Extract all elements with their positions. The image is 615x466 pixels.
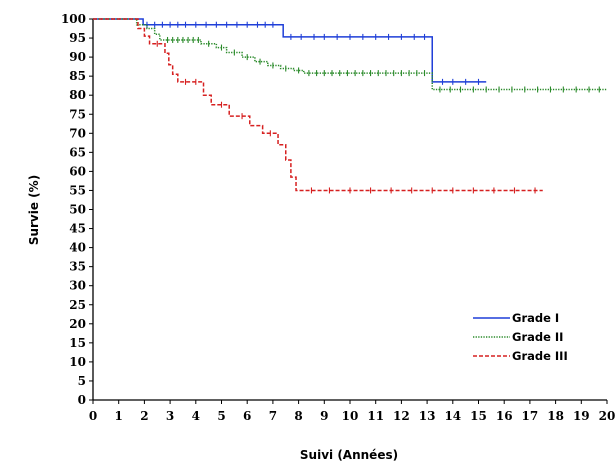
legend-label-grade-3: Grade III xyxy=(512,349,568,363)
y-tick-label: 60 xyxy=(69,164,86,178)
y-tick-label: 50 xyxy=(69,203,86,217)
x-tick-label: 13 xyxy=(419,409,436,423)
y-tick-label: 15 xyxy=(69,336,86,350)
x-tick-label: 6 xyxy=(243,409,251,423)
x-tick-label: 10 xyxy=(342,409,359,423)
x-tick-label: 2 xyxy=(140,409,148,423)
x-tick-label: 0 xyxy=(89,409,97,423)
x-tick-label: 12 xyxy=(393,409,410,423)
y-tick-label: 85 xyxy=(69,69,86,83)
y-tick-label: 0 xyxy=(78,393,86,407)
x-tick-label: 18 xyxy=(547,409,564,423)
y-tick-label: 40 xyxy=(69,241,86,255)
x-axis-title: Suivi (Années) xyxy=(300,448,398,462)
y-tick-label: 70 xyxy=(69,126,86,140)
y-tick-label: 65 xyxy=(69,145,86,159)
x-tick-label: 11 xyxy=(367,409,384,423)
x-tick-label: 15 xyxy=(470,409,487,423)
x-tick-label: 19 xyxy=(573,409,590,423)
x-tick-label: 20 xyxy=(599,409,615,423)
x-tick-label: 16 xyxy=(496,409,513,423)
x-tick-label: 7 xyxy=(269,409,277,423)
x-axis-ticks: 0 1 2 3 4 5 6 7 8 9 10 11 12 13 14 15 16 17 18 19 20 xyxy=(89,400,615,423)
x-tick-label: 4 xyxy=(192,409,200,423)
series-layer xyxy=(93,18,607,194)
legend: Grade I Grade II Grade III xyxy=(473,311,568,363)
survival-curve-grade-1 xyxy=(93,18,487,83)
y-tick-label: 5 xyxy=(78,374,86,388)
survival-curve-grade-3 xyxy=(93,18,543,192)
x-tick-label: 1 xyxy=(115,409,123,423)
x-tick-label: 17 xyxy=(522,409,539,423)
x-tick-label: 5 xyxy=(217,409,225,423)
y-tick-label: 95 xyxy=(69,31,86,45)
y-tick-label: 25 xyxy=(69,298,86,312)
y-tick-label: 30 xyxy=(69,279,86,293)
x-tick-label: 9 xyxy=(320,409,328,423)
x-tick-label: 14 xyxy=(444,409,461,423)
y-tick-label: 10 xyxy=(69,355,86,369)
y-tick-label: 90 xyxy=(69,50,86,64)
legend-label-grade-2: Grade II xyxy=(512,330,563,344)
y-tick-label: 35 xyxy=(69,260,86,274)
survival-curve-grade-2 xyxy=(93,18,607,91)
series-grade-3 xyxy=(93,18,543,194)
y-tick-label: 20 xyxy=(69,317,86,331)
x-tick-label: 3 xyxy=(166,409,174,423)
y-axis-ticks: 0 5 10 15 20 25 30 35 40 45 50 55 60 65 70 75 80 85 90 95 10… xyxy=(61,12,93,407)
y-tick-label: 45 xyxy=(69,222,86,236)
y-tick-label: 75 xyxy=(69,107,86,121)
series-grade-2 xyxy=(93,18,607,93)
y-tick-label: 55 xyxy=(69,183,86,197)
x-tick-label: 8 xyxy=(294,409,302,423)
legend-label-grade-1: Grade I xyxy=(512,311,559,325)
y-axis-title: Survie (%) xyxy=(27,175,41,245)
y-tick-label: 100 xyxy=(61,12,86,26)
y-tick-label: 80 xyxy=(69,88,86,102)
series-grade-1 xyxy=(93,18,487,85)
